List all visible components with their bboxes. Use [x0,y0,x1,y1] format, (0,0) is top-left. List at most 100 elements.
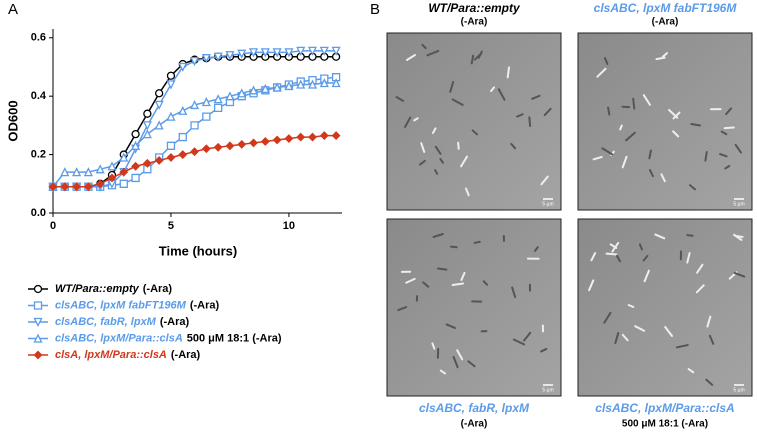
point [156,90,163,97]
legend-label: WT/Para::empty(-Ara) [55,283,172,295]
y-axis-title: OD600 [5,100,20,141]
micrograph [578,219,752,396]
point [191,101,198,108]
point [203,113,210,120]
legend-marker [35,352,42,359]
point [333,132,340,139]
point [321,47,328,54]
x-tick-label: 5 [168,220,174,232]
y-tick-label: 0.0 [31,207,46,219]
x-tick-label: 0 [50,220,56,232]
y-tick-label: 0.2 [31,148,46,160]
legend-name: clsABC, fabR, lpxM [55,316,157,328]
legend-marker [35,335,42,342]
image-condition: 500 μM 18:1 (-Ara) [622,419,708,430]
legend-name: WT/Para::empty [55,283,140,295]
point [179,107,186,114]
point [309,47,316,54]
y-tick-label: 0.4 [31,90,47,102]
scale-bar-label: 5 µm [733,387,744,393]
legend-condition: 500 μM 18:1 (-Ara) [187,332,282,344]
x-axis-title: Time (hours) [159,243,238,258]
cell [725,128,734,129]
scale-bar-label: 5 µm [542,387,553,393]
series-line [53,136,336,187]
image-title: clsABC, fabR, lpxM [419,401,530,415]
point [226,93,233,100]
point [191,58,198,65]
micrograph [578,33,752,210]
y-tick-label: 0.6 [31,32,46,44]
legend-label: clsABC, fabR, lpxM(-Ara) [55,316,190,328]
legend-label: clsABC, lpxM fabFT196M(-Ara) [55,299,219,311]
point [309,134,316,141]
legend-name: clsABC, lpxM/Para::clsA [55,332,183,344]
point [132,131,139,138]
point [144,122,151,129]
legend-condition: (-Ara) [171,349,201,361]
point [297,134,304,141]
point [167,81,174,88]
cell [529,117,530,126]
point [179,151,186,158]
point [250,87,257,94]
point [73,169,80,176]
point [215,144,222,151]
cell [508,67,509,77]
point [215,96,222,103]
scale-bar-label: 5 µm [733,201,744,207]
point [167,154,174,161]
point [191,122,198,129]
cell [705,152,706,161]
legend-marker [35,286,42,293]
x-tick-label: 10 [283,220,295,232]
legend-marker [35,302,42,309]
point [238,141,245,148]
panel-label: B [370,1,380,18]
cell [687,235,692,236]
point [321,132,328,139]
point [156,101,163,108]
point [132,174,139,181]
scale-bar-label: 5 µm [542,201,553,207]
point [179,134,186,141]
point [297,47,304,54]
point [167,142,174,149]
point [97,166,104,173]
legend-label: clsABC, lpxM/Para::clsA 500 μM 18:1 (-Ara… [55,332,282,344]
cell [438,269,446,270]
point [144,110,151,117]
image-condition: (-Ara) [461,419,488,430]
point [226,142,233,149]
legend-name: clsABC, lpxM fabFT196M [55,299,187,311]
point [274,136,281,143]
point [238,90,245,97]
point [167,72,174,79]
image-title: clsABC, lpxM/Para::clsA [595,401,734,415]
image-condition: (-Ara) [652,17,679,28]
cell [458,143,459,149]
panel-label: A [8,1,18,18]
cell [475,242,480,243]
series-line [53,51,336,187]
point [262,138,269,145]
point [61,169,68,176]
cell [608,108,609,115]
legend-name: clsA, lpxM/Para::clsA [55,349,167,361]
point [85,169,92,176]
legend-marker [35,319,42,326]
cell [633,99,634,109]
series-line [53,83,336,187]
cell [451,247,457,248]
legend-condition: (-Ara) [190,299,220,311]
image-title: clsABC, lpxM fabFT196M [594,1,738,15]
micrograph [387,219,561,396]
point [167,113,174,120]
image-title: WT/Para::empty [428,1,521,15]
point [285,135,292,142]
point [203,145,210,152]
legend-condition: (-Ara) [143,283,173,295]
legend-label: clsA, lpxM/Para::clsA (-Ara) [55,349,201,361]
point [120,180,127,187]
